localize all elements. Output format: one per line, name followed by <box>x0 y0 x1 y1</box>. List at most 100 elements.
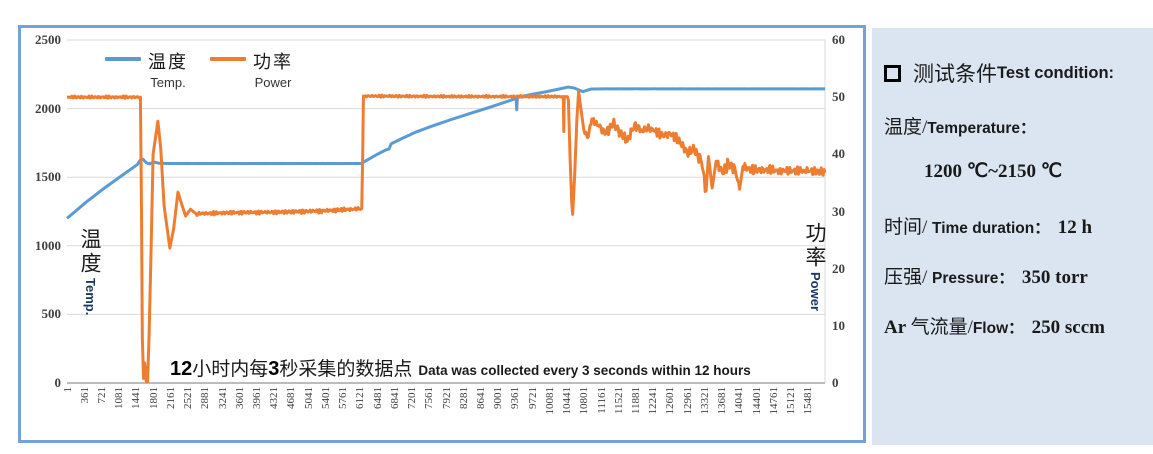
legend-item-power: 功率 Power <box>210 48 293 90</box>
condition-time-duration: 时间/ Time duration： 12 h <box>884 212 1145 239</box>
condition-temperature-zh: 温度/ <box>884 117 928 138</box>
x-tick-label: 3601 <box>233 387 246 409</box>
x-tick-label: 3241 <box>216 387 229 409</box>
right-y-tick-label: 0 <box>832 375 839 390</box>
right-y-tick-label: 10 <box>832 317 845 333</box>
x-tick-label: 7921 <box>440 387 453 409</box>
x-tick-label: 14401 <box>750 387 763 415</box>
x-tick-label: 7561 <box>423 387 436 409</box>
legend-temperature-label-en: Temp. <box>150 75 186 90</box>
panel-title-zh: 测试条件 <box>913 62 997 86</box>
legend-item-temperature: 温度 Temp. <box>105 48 188 90</box>
left-y-tick-label: 1000 <box>35 237 61 253</box>
annotation-hours-number: 12 <box>170 358 193 380</box>
condition-ar-flow: Ar 气流量/Flow： 250 sccm <box>884 312 1145 339</box>
condition-temperature-en: Temperature： <box>927 120 1036 137</box>
left-y-tick-label: 2000 <box>35 100 61 116</box>
condition-pressure-en: Pressure： <box>932 270 1014 287</box>
condition-time-zh: 时间/ <box>884 217 933 238</box>
right-y-tick-label: 60 <box>832 32 845 47</box>
x-tick-label: 12961 <box>681 387 694 415</box>
condition-temperature-label: 温度/Temperature： <box>884 112 1145 139</box>
series-line-power <box>66 89 827 384</box>
left-y-tick-label: 1500 <box>35 169 61 185</box>
square-bullet-icon <box>884 64 901 82</box>
left-y-tick-label: 2500 <box>35 32 61 47</box>
left-axis-title-en: Temp. <box>83 278 98 316</box>
panel-title-en: Test condition: <box>997 63 1115 82</box>
x-tick-label: 10441 <box>561 387 574 415</box>
sampling-annotation: 12小时内每3秒采集的数据点 Data was collected every 3… <box>170 354 751 381</box>
x-tick-label: 6481 <box>371 387 384 409</box>
x-tick-label: 1801 <box>147 387 160 409</box>
x-tick-label: 11881 <box>630 387 643 415</box>
chart-area: 温度 Temp. 功率 Power 温度 Temp. 功率 Power 12小时内每… <box>18 25 866 443</box>
right-y-tick-label: 50 <box>832 89 845 105</box>
left-axis-title: 温度 Temp. <box>75 228 105 315</box>
x-tick-label: 2521 <box>182 387 195 409</box>
x-tick-label: 8281 <box>457 387 470 409</box>
left-axis-title-zh: 温度 <box>78 228 102 276</box>
left-y-tick-label: 500 <box>41 306 62 322</box>
x-tick-label: 4681 <box>285 387 298 409</box>
time-duration-value: 12 h <box>1057 217 1093 238</box>
x-tick-label: 13681 <box>716 387 729 415</box>
x-tick-label: 4321 <box>268 387 281 409</box>
temperature-range-value: 1200 ℃~2150 ℃ <box>924 161 1063 182</box>
x-tick-label: 721 <box>95 387 108 404</box>
condition-time-en: Time duration： <box>932 220 1050 237</box>
right-y-tick-label: 20 <box>832 260 845 276</box>
x-tick-label: 10801 <box>578 387 591 415</box>
condition-flow-prefix: Ar <box>884 317 911 338</box>
x-tick-label: 8641 <box>474 387 487 409</box>
plot-canvas <box>66 39 827 384</box>
flow-value: 250 sccm <box>1031 317 1105 338</box>
condition-temperature-range: 1200 ℃~2150 ℃ <box>884 160 1145 183</box>
x-tick-label: 13321 <box>698 387 711 415</box>
chart-legend: 温度 Temp. 功率 Power <box>105 48 293 90</box>
x-tick-label: 9361 <box>509 387 522 409</box>
x-tick-label: 9721 <box>526 387 539 409</box>
x-tick-label: 1441 <box>130 387 143 409</box>
panel-title: 测试条件 Test condition: <box>884 58 1145 88</box>
x-tick-label: 11521 <box>612 387 625 415</box>
condition-flow-zh: 气流量/ <box>910 317 973 338</box>
x-tick-label: 12241 <box>647 387 660 415</box>
x-tick-label: 15481 <box>802 387 815 415</box>
x-tick-label: 2161 <box>164 387 177 409</box>
power-line-swatch <box>210 57 246 61</box>
x-tick-label: 9001 <box>492 387 505 409</box>
pressure-value: 350 torr <box>1021 267 1088 288</box>
right-axis-title-en: Power <box>808 272 823 312</box>
x-tick-label: 14041 <box>733 387 746 415</box>
x-tick-label: 6121 <box>354 387 367 409</box>
annotation-seconds-number: 3 <box>268 358 280 380</box>
x-tick-label: 14761 <box>767 387 780 415</box>
test-condition-panel: 测试条件 Test condition: 温度/Temperature： 1200… <box>872 28 1153 445</box>
annotation-zh-2: 秒采集的数据点 <box>279 359 413 380</box>
series-line-temperature <box>66 85 826 220</box>
annotation-zh-1: 小时内每 <box>192 359 269 380</box>
right-axis-title-zh: 功率 <box>803 222 827 270</box>
x-tick-label: 3961 <box>251 387 263 409</box>
left-y-tick-label: 0 <box>54 375 62 390</box>
x-tick-label: 1 <box>61 387 74 393</box>
legend-power-label-en: Power <box>254 75 292 90</box>
plot-border <box>67 39 826 383</box>
x-tick-label: 2881 <box>199 387 212 409</box>
right-y-tick-label: 40 <box>832 146 845 162</box>
x-tick-label: 7201 <box>406 387 419 409</box>
x-tick-label: 15121 <box>785 387 798 415</box>
x-tick-label: 361 <box>78 387 91 404</box>
right-axis-title: 功率 Power <box>800 222 830 311</box>
right-y-tick-label: 30 <box>832 203 845 219</box>
condition-pressure-zh: 压强/ <box>884 267 933 288</box>
x-tick-label: 1081 <box>113 387 126 409</box>
condition-pressure: 压强/ Pressure： 350 torr <box>884 262 1145 289</box>
x-tick-label: 10081 <box>543 387 556 415</box>
x-tick-label: 12601 <box>664 387 677 415</box>
x-tick-label: 5401 <box>319 387 332 409</box>
condition-flow-en: Flow： <box>972 320 1024 337</box>
legend-power-label-zh: 功率 <box>253 52 293 72</box>
